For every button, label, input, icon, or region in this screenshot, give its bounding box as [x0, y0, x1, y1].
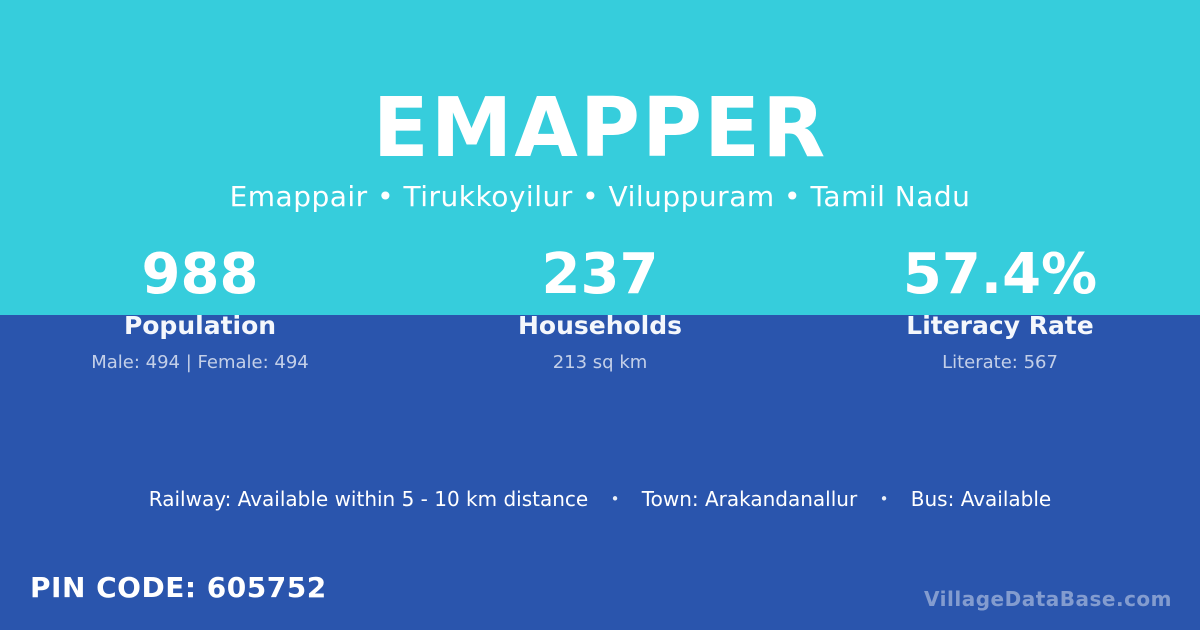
bus-info: Bus: Available [910, 487, 1052, 511]
literacy-label: Literacy Rate [906, 311, 1094, 340]
bullet-separator: • [610, 490, 620, 508]
households-value: 237 [541, 242, 659, 307]
stat-population: 988 Population Male: 494 | Female: 494 [0, 247, 400, 372]
population-detail: Male: 494 | Female: 494 [91, 352, 309, 373]
town-info: Town: Arakandanallur [641, 487, 858, 511]
watermark-brand: VillageDataBase.com [924, 587, 1172, 611]
literacy-value: 57.4% [902, 242, 1098, 307]
population-value: 988 [141, 242, 259, 307]
village-title: EMAPPER [372, 81, 828, 176]
stats-row: 988 Population Male: 494 | Female: 494 2… [0, 247, 1200, 372]
stat-households: 237 Households 213 sq km [400, 247, 800, 372]
location-breadcrumb: Emappair • Tirukkoyilur • Viluppuram • T… [229, 180, 971, 213]
population-label: Population [123, 311, 277, 340]
pin-code: PIN CODE: 605752 [30, 571, 327, 604]
stat-literacy: 57.4% Literacy Rate Literate: 567 [800, 247, 1200, 372]
literacy-detail: Literate: 567 [942, 352, 1058, 373]
header-background [0, 0, 1200, 315]
households-detail: 213 sq km [552, 352, 648, 373]
households-label: Households [517, 311, 683, 340]
railway-info: Railway: Available within 5 - 10 km dist… [148, 487, 589, 511]
bullet-separator: • [879, 490, 889, 508]
amenities-info-line: Railway: Available within 5 - 10 km dist… [0, 486, 1200, 512]
